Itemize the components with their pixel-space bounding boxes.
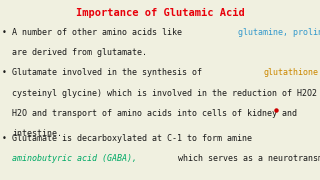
Text: intestine.: intestine. — [12, 129, 62, 138]
Text: cysteinyl glycine) which is involved in the reduction of H2O2 to: cysteinyl glycine) which is involved in … — [12, 89, 320, 98]
Text: Importance of Glutamic Acid: Importance of Glutamic Acid — [76, 8, 244, 18]
Text: H2O and transport of amino acids into cells of kidney and: H2O and transport of amino acids into ce… — [12, 109, 297, 118]
Text: glutamine, proline and arginine: glutamine, proline and arginine — [238, 28, 320, 37]
Text: •: • — [2, 28, 7, 37]
Text: Glutamate is decarboxylated at C-1 to form amine: Glutamate is decarboxylated at C-1 to fo… — [12, 134, 257, 143]
Text: aminobutyric acid (GABA),: aminobutyric acid (GABA), — [12, 154, 137, 163]
Text: •: • — [2, 68, 7, 77]
Text: glutathione: glutathione — [264, 68, 319, 77]
Text: are derived from glutamate.: are derived from glutamate. — [12, 48, 147, 57]
Text: which serves as a neurotransmitter.: which serves as a neurotransmitter. — [173, 154, 320, 163]
Text: •: • — [2, 134, 7, 143]
Text: Glutamate involved in the synthesis of: Glutamate involved in the synthesis of — [12, 68, 207, 77]
Text: A number of other amino acids like: A number of other amino acids like — [12, 28, 187, 37]
